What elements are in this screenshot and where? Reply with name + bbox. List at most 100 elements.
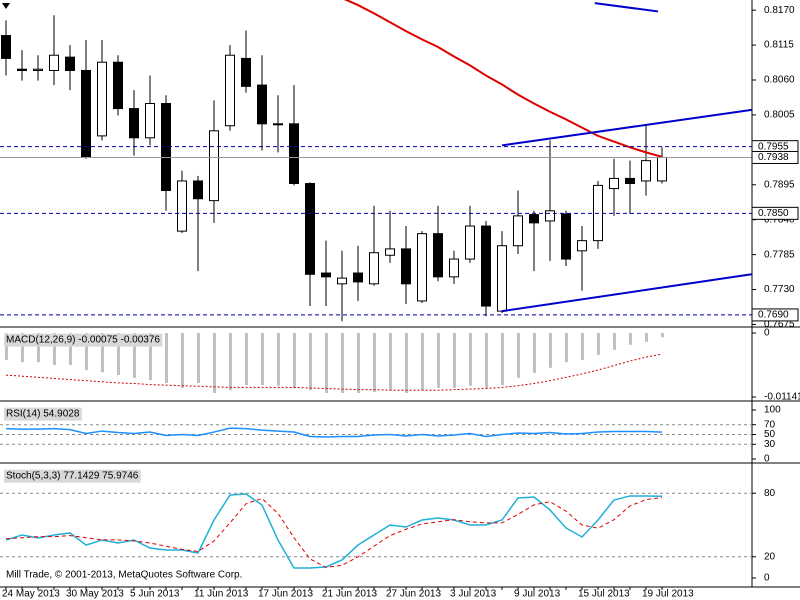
candle-body — [49, 54, 59, 71]
candle-body — [433, 233, 443, 278]
y-tick-label: 0 — [764, 573, 770, 584]
x-tick-label: 19 Jul 2013 — [642, 589, 694, 600]
candle-body — [273, 123, 283, 126]
indicator-title-bg — [4, 333, 163, 347]
candle-body — [657, 156, 667, 182]
histogram-bar — [469, 333, 472, 386]
histogram-bar — [53, 333, 56, 365]
histogram-bar — [229, 333, 232, 391]
indicator-title: MACD(12,26,9) -0.00075 -0.00376 — [6, 335, 160, 346]
histogram-bar — [197, 333, 200, 383]
candle-body — [289, 123, 299, 185]
histogram-bar — [21, 333, 24, 363]
histogram-bar — [357, 333, 360, 394]
candle-body — [337, 277, 347, 285]
y-tick-label: 0.8005 — [764, 110, 795, 121]
histogram-bar — [453, 333, 456, 388]
histogram-bar — [533, 333, 536, 373]
candle-body — [481, 225, 491, 307]
y-tick-label: 50 — [764, 429, 776, 440]
histogram-bar — [149, 333, 152, 381]
price-level-label: 0.7955 — [758, 141, 789, 152]
histogram-bar — [597, 333, 600, 355]
histogram-bar — [437, 333, 440, 388]
x-tick-label: 3 Jul 2013 — [450, 589, 497, 600]
indicator-title: Stoch(5,3,3) 77.1429 75.9746 — [6, 471, 139, 482]
x-tick-label: 24 May 2013 — [2, 589, 60, 600]
x-tick-label: 17 Jun 2013 — [258, 589, 313, 600]
candle-body — [81, 69, 91, 158]
price-level-box — [751, 308, 799, 322]
candle-body — [513, 215, 523, 247]
x-tick-label: 30 May 2013 — [66, 589, 124, 600]
candle-body — [465, 225, 475, 260]
histogram-bar — [341, 333, 344, 394]
y-tick-label: 70 — [764, 419, 776, 430]
histogram-bar — [421, 333, 424, 391]
candle-body — [561, 213, 571, 260]
candle-body — [257, 84, 267, 125]
candle-body — [97, 61, 107, 137]
histogram-bar — [69, 333, 72, 365]
candle-body — [417, 233, 427, 302]
indicator-line — [5, 353, 663, 391]
histogram-bar — [373, 333, 376, 392]
candle-body — [369, 252, 379, 285]
y-tick-label: 80 — [764, 488, 776, 499]
candle-body — [65, 56, 75, 71]
candle-body — [193, 180, 203, 200]
histogram-bar — [645, 333, 648, 342]
candle-body — [609, 177, 619, 190]
candle-body — [113, 61, 123, 110]
y-tick-label: 0.7785 — [764, 249, 795, 260]
indicator-title-bg — [4, 469, 141, 483]
x-tick-label: 11 Jun 2013 — [194, 589, 249, 600]
candle-body — [129, 108, 139, 139]
y-tick-label: 0.8115 — [764, 40, 794, 51]
candle-body — [401, 248, 411, 285]
x-tick-label: 5 Jun 2013 — [130, 589, 180, 600]
y-tick-label: 0.8060 — [764, 75, 795, 86]
histogram-bar — [629, 333, 632, 345]
price-level-label: 0.7850 — [758, 208, 789, 219]
candle-body — [353, 272, 363, 283]
histogram-bar — [613, 333, 616, 350]
candle-body — [305, 183, 315, 275]
candle-body — [145, 102, 155, 139]
menu-icon[interactable] — [2, 3, 10, 9]
y-tick-label: 30 — [764, 439, 776, 450]
y-tick-label: 20 — [764, 551, 776, 562]
histogram-bar — [245, 333, 248, 386]
candle-body — [225, 54, 235, 127]
trend-line — [501, 273, 752, 313]
x-tick-label: 27 Jun 2013 — [386, 589, 441, 600]
y-tick-label: 0.7675 — [764, 319, 795, 330]
candle-body — [33, 68, 43, 71]
y-tick-label: 100 — [764, 405, 781, 416]
y-tick-label: 0.7730 — [764, 284, 795, 295]
price-level-label: 0.7690 — [758, 310, 789, 321]
indicator-title: RSI(14) 54.9028 — [6, 409, 80, 420]
price-level-box — [751, 150, 799, 164]
histogram-bar — [37, 333, 40, 363]
candle-body — [209, 130, 219, 202]
candle-body — [177, 180, 187, 232]
histogram-bar — [405, 333, 408, 394]
candle-body — [529, 214, 539, 224]
y-tick-label: 0 — [764, 328, 770, 339]
histogram-bar — [389, 333, 392, 391]
candle-body — [641, 160, 651, 182]
histogram-bar — [165, 333, 168, 383]
histogram-bar — [213, 333, 216, 394]
histogram-bar — [325, 333, 328, 394]
candle-body — [321, 272, 331, 278]
trend-line — [501, 108, 752, 147]
histogram-bar — [309, 333, 312, 391]
price-level-label: 0.7938 — [758, 152, 789, 163]
candle-body — [241, 57, 251, 87]
histogram-bar — [293, 333, 296, 388]
histogram-bar — [85, 333, 88, 371]
indicator-line — [5, 493, 663, 569]
candle-body — [385, 248, 395, 256]
